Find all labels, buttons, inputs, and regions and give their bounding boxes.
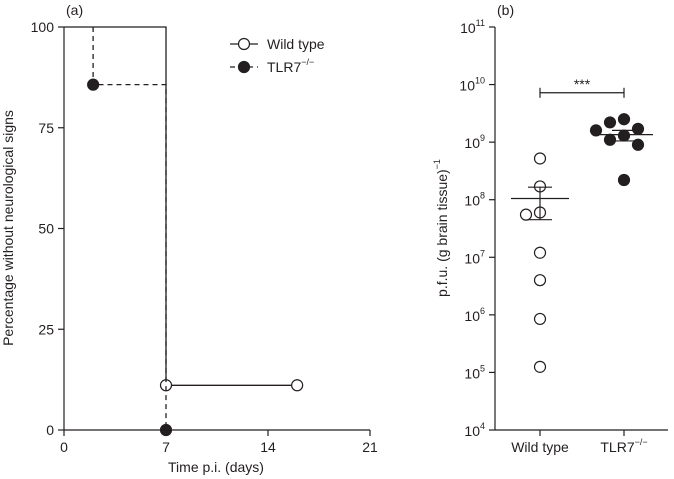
titre-y-tick-label: 105	[464, 363, 485, 381]
titre-category-superscript: −/−	[635, 437, 648, 447]
titre-category-label: TLR7−/−	[600, 437, 647, 455]
survival-axes	[63, 27, 370, 431]
titre-y-tick-exponent: 6	[480, 306, 485, 316]
titre-category-label: Wild type	[511, 439, 569, 455]
titre-y-tick-base: 10	[460, 20, 476, 36]
survival-curves	[64, 26, 304, 437]
titre-y-tick-base: 10	[464, 365, 480, 381]
panel-b-label: (b)	[497, 2, 514, 18]
wild-type-data-point	[533, 360, 547, 373]
titre-y-tick-base: 10	[464, 193, 480, 209]
titre-y-tick-label: 109	[464, 133, 485, 151]
wild-type-data-point	[519, 208, 533, 221]
wild-type-data-point	[533, 246, 547, 259]
titre-y-tick-exponent: 8	[480, 191, 485, 201]
survival-y-tick-label: 0	[46, 422, 54, 438]
titre-y-tick-exponent: 10	[475, 76, 485, 86]
tlr7-data-point	[603, 133, 617, 146]
survival-x-axis-label: Time p.i. (days)	[168, 459, 264, 475]
wild-type-survival-line	[64, 26, 298, 386]
survival-y-tick-label: 100	[31, 19, 55, 35]
titre-y-tick-exponent: 5	[480, 363, 485, 373]
survival-y-tick-label: 25	[38, 321, 54, 337]
titre-y-tick-label: 1010	[459, 76, 485, 94]
wild-type-data-point	[533, 312, 547, 326]
tlr7-survival-line	[92, 27, 167, 430]
legend-tlr7-marker	[237, 60, 251, 74]
titre-category-name: TLR7	[600, 439, 634, 455]
titre-y-tick-base: 10	[459, 78, 475, 94]
titre-axes	[494, 27, 668, 431]
titre-y-tick-base: 10	[464, 423, 480, 439]
titre-y-tick-base: 10	[464, 308, 480, 324]
titre-y-tick-base: 10	[464, 135, 480, 151]
titre-y-axis-label-text: p.f.u. (g brain tissue)	[434, 169, 450, 297]
titre-y-tick-exponent: 4	[480, 421, 485, 431]
titre-y-tick-exponent: 9	[480, 133, 485, 143]
legend-wild-type-marker	[237, 37, 251, 51]
survival-x-tick-label: 14	[260, 439, 276, 455]
wild-type-data-point	[533, 152, 547, 165]
survival-chart-panel: (a) 0 7 14 21 0 25 50 75 100 Time p.i. (days) Pe…	[0, 2, 378, 475]
legend-tlr7-label: TLR7−/−	[267, 57, 314, 75]
wild-type-data-point	[533, 274, 547, 287]
tlr7-data-point	[617, 113, 631, 126]
legend-tlr7-name: TLR7	[267, 59, 301, 75]
titre-y-tick-exponent: 11	[476, 18, 485, 28]
survival-x-tick-label: 21	[362, 439, 378, 455]
tlr7-data-point	[589, 124, 603, 137]
tlr7-data-point	[631, 138, 645, 151]
tlr7-survival-point	[87, 78, 100, 91]
titre-y-axis-label: p.f.u. (g brain tissue)−1	[432, 159, 450, 297]
legend-tlr7-superscript: −/−	[301, 57, 314, 67]
tlr7-data-point	[617, 173, 631, 187]
titre-y-tick-label: 107	[464, 248, 485, 266]
wild-type-survival-point	[291, 379, 304, 392]
titre-y-axis-label-superscript: −1	[432, 159, 442, 169]
titre-y-tick-label: 108	[464, 191, 485, 209]
titre-y-tick-label: 106	[464, 306, 485, 324]
titre-points	[519, 113, 645, 373]
significance-stars: ***	[574, 76, 591, 92]
legend-wild-type-label: Wild type	[267, 36, 325, 52]
survival-x-tick-label: 7	[162, 439, 170, 455]
panel-a-label: (a)	[66, 2, 83, 18]
survival-y-tick-label: 50	[38, 221, 54, 237]
survival-legend: Wild type TLR7−/−	[230, 36, 325, 75]
titre-y-tick-base: 10	[464, 250, 480, 266]
tlr7-data-point	[603, 116, 617, 129]
tlr7-data-point	[631, 122, 645, 135]
titre-y-tick-label: 1011	[460, 18, 485, 36]
survival-ticks: 0 7 14 21 0 25 50 75 100	[31, 19, 378, 455]
survival-x-tick-label: 0	[60, 439, 68, 455]
titre-category-name: Wild type	[511, 439, 569, 455]
survival-y-tick-label: 75	[38, 120, 54, 136]
titre-y-tick-exponent: 7	[480, 248, 485, 258]
titre-categories: Wild type TLR7−/−	[511, 430, 648, 455]
titre-y-tick-label: 104	[464, 421, 485, 439]
survival-y-axis-label: Percentage without neurological signs	[0, 110, 16, 346]
titre-summary-bars: ***	[511, 76, 653, 221]
